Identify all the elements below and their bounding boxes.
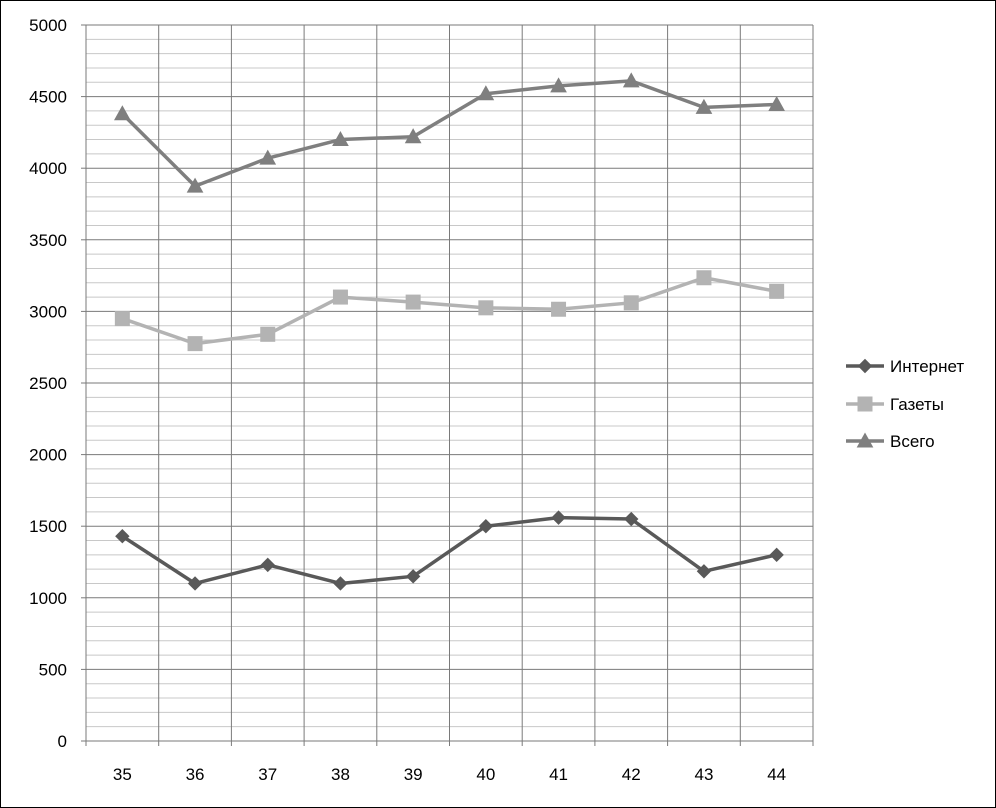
- series-line-2: [121, 275, 777, 346]
- series-1-point: [187, 576, 203, 591]
- series-3-point: [114, 105, 131, 121]
- y-tick-label: 4500: [29, 88, 67, 107]
- legend-marker-shape: [857, 396, 873, 412]
- legend-marker-1: [857, 358, 873, 374]
- y-tick-labels: 0 500 1000 1500 2000 2500 3000 3500 4000 4500 5000: [29, 16, 67, 751]
- y-tick-label: 5000: [29, 16, 67, 35]
- series-1-point: [551, 510, 566, 525]
- y-tick-label: 1000: [29, 589, 67, 608]
- series-3-point: [768, 95, 785, 111]
- x-tick-label: 38: [331, 765, 350, 784]
- x-tick-label: 40: [476, 765, 495, 784]
- x-tick-label: 39: [404, 765, 423, 784]
- series-3-point: [550, 77, 567, 93]
- legend-item-2: Газеты: [846, 395, 944, 414]
- legend-marker-2: [857, 396, 873, 412]
- series-1: [115, 510, 784, 591]
- legend-item-1: Интернет: [846, 357, 964, 376]
- legend-label-3: Всего: [890, 432, 935, 451]
- series-2-point: [332, 289, 348, 305]
- series-2-point: [187, 336, 203, 352]
- legend-marker-shape: [856, 432, 874, 448]
- series-3-point: [259, 149, 277, 165]
- series-1-point: [696, 564, 712, 579]
- series-3-point: [477, 85, 495, 101]
- series-1-point: [115, 529, 130, 544]
- legend-label-1: Интернет: [890, 357, 964, 376]
- x-tick-label: 36: [186, 765, 205, 784]
- series-2-point: [551, 301, 567, 317]
- series-2: [114, 270, 785, 352]
- x-tick-label: 35: [113, 765, 132, 784]
- series-2-point: [769, 283, 785, 299]
- series-2-point: [114, 311, 130, 327]
- x-tick-label: 41: [549, 765, 568, 784]
- y-tick-label: 4000: [29, 159, 67, 178]
- x-tick-label: 43: [694, 765, 713, 784]
- major-gridlines: [86, 24, 814, 741]
- series-3-point: [695, 98, 713, 114]
- y-tick-label: 3500: [29, 231, 67, 250]
- legend: Интернет Газеты Всего: [846, 357, 964, 451]
- x-tick-labels: 35 36 37 38 39 40 41 42 43 44: [113, 765, 786, 784]
- series-2-point: [405, 294, 421, 310]
- series-3-point: [186, 177, 204, 193]
- y-tick-label: 500: [39, 660, 67, 679]
- x-tick-label: 44: [767, 765, 786, 784]
- y-tick-label: 2500: [29, 374, 67, 393]
- series-layer: [114, 72, 785, 591]
- axes: [81, 24, 814, 746]
- series-2-point: [260, 326, 276, 342]
- series-line-3: [121, 79, 777, 188]
- series-1-point: [624, 511, 639, 527]
- x-tick-label: 42: [622, 765, 641, 784]
- series-line-1: [121, 515, 778, 586]
- series-3-point: [622, 72, 640, 88]
- series-1-point: [769, 547, 784, 563]
- series-2-point: [478, 300, 494, 316]
- series-1-point: [260, 557, 275, 573]
- legend-marker-3: [856, 432, 874, 448]
- y-tick-label: 3000: [29, 302, 67, 321]
- y-tick-label: 1500: [29, 517, 67, 536]
- series-2-point: [623, 295, 639, 311]
- series-3-point: [404, 128, 422, 144]
- series-3-point: [332, 131, 349, 147]
- series-2-point: [696, 270, 712, 286]
- x-tick-label: 37: [258, 765, 277, 784]
- legend-item-3: Всего: [846, 432, 935, 451]
- series-1-point: [405, 569, 421, 584]
- legend-label-2: Газеты: [890, 395, 944, 414]
- y-tick-label: 0: [58, 732, 67, 751]
- series-1-point: [333, 576, 348, 591]
- legend-marker-shape: [857, 358, 873, 374]
- series-3: [114, 72, 785, 193]
- y-tick-label: 2000: [29, 446, 67, 465]
- series-1-point: [478, 518, 494, 534]
